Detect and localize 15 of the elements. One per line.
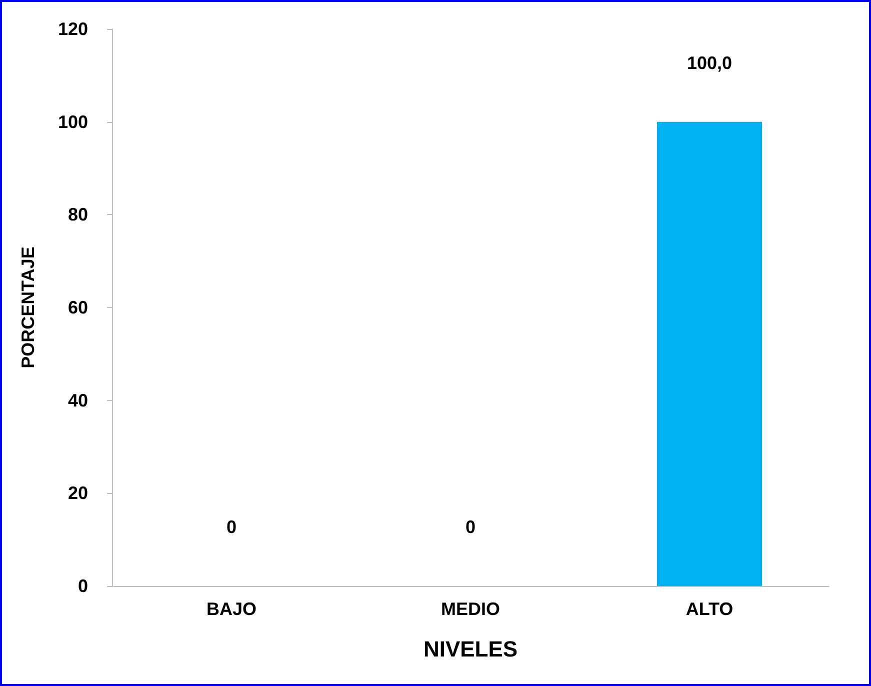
x-tick-label: BAJO [206,599,257,619]
y-tick-label: 100 [58,112,88,132]
y-tick-label: 60 [68,298,88,318]
y-tick-label: 20 [68,483,88,504]
data-label: 0 [465,517,476,537]
data-label: 0 [226,517,237,537]
x-axis-title: NIVELES [423,636,518,662]
y-tick-label: 40 [68,390,88,410]
x-tick-label: MEDIO [440,599,500,619]
data-label: 100,0 [686,52,732,73]
y-axis-title: PORCENTAJE [18,246,38,368]
y-tick-label: 120 [58,19,88,39]
x-tick-label: ALTO [686,599,734,619]
y-tick-label: 80 [68,204,88,225]
y-tick-label: 0 [78,576,88,596]
